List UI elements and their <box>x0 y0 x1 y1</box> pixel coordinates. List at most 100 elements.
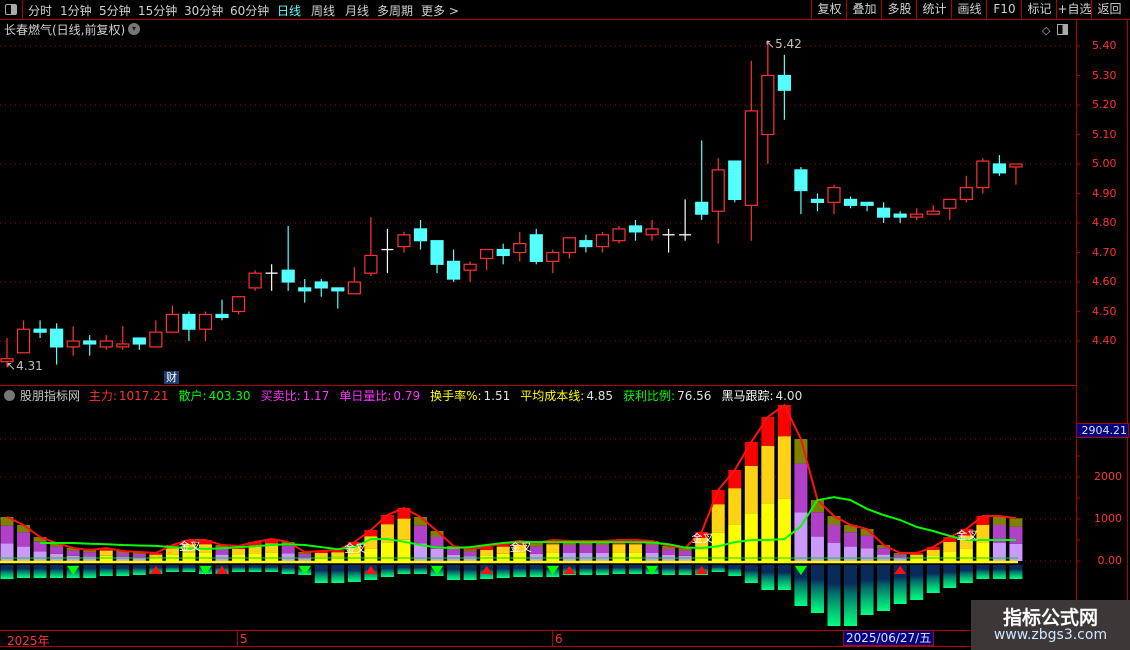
candle-body[interactable] <box>910 213 924 218</box>
candle-body[interactable] <box>595 234 610 248</box>
candle-body[interactable] <box>843 198 858 206</box>
candle-body[interactable] <box>0 358 14 363</box>
candle-body[interactable] <box>777 74 791 91</box>
candle-body[interactable] <box>215 313 229 319</box>
candle-body[interactable] <box>992 163 1007 174</box>
candle-body[interactable] <box>182 313 196 330</box>
candle-body[interactable] <box>529 234 543 262</box>
candle-body[interactable] <box>116 343 130 348</box>
toolbar-button[interactable]: 画线 <box>951 0 987 19</box>
candle-body[interactable] <box>645 228 659 236</box>
candle-body[interactable] <box>298 287 312 292</box>
candle-body[interactable] <box>198 313 213 330</box>
chevron-down-icon[interactable]: ▾ <box>128 23 140 35</box>
candle-body[interactable] <box>50 328 64 348</box>
candle-body[interactable] <box>397 234 411 248</box>
indicator-item: 平均成本线: 4.85 <box>520 389 618 403</box>
candle-body[interactable] <box>314 281 328 289</box>
candle-body[interactable] <box>612 228 626 242</box>
retail-bar <box>1009 565 1023 579</box>
period-tab[interactable]: 更多 > <box>421 4 459 18</box>
sell-signal-triangle <box>794 566 807 575</box>
candle-body[interactable] <box>231 296 246 313</box>
period-tab[interactable]: 分时 <box>28 4 53 18</box>
period-tab[interactable]: 1分钟 <box>60 4 92 18</box>
toolbar-button[interactable]: F10 <box>986 0 1022 19</box>
main-force-bar-segment <box>364 530 378 537</box>
candle-body[interactable] <box>513 243 527 254</box>
toolbar-button[interactable]: 多股 <box>881 0 917 19</box>
toolbar-button[interactable]: 复权 <box>811 0 847 19</box>
candle-body[interactable] <box>66 340 80 348</box>
candle-body[interactable] <box>446 260 461 280</box>
candle-body[interactable] <box>83 340 97 345</box>
main-force-bar-segment <box>99 550 113 556</box>
candle-body[interactable] <box>744 110 758 206</box>
panel-toggle-icon[interactable] <box>0 0 23 19</box>
candle-body[interactable] <box>430 240 444 265</box>
candle-body[interactable] <box>1009 163 1023 168</box>
chevron-down-icon[interactable] <box>4 390 15 401</box>
indicator-name[interactable]: 股朋指标网 <box>20 389 81 403</box>
period-tab[interactable]: 日线 <box>277 4 302 18</box>
candle-body[interactable] <box>480 248 494 260</box>
finance-event-badge[interactable]: 财 <box>164 371 179 384</box>
period-tab[interactable]: 周线 <box>311 4 336 18</box>
candle-body[interactable] <box>728 160 742 201</box>
candle-body[interactable] <box>877 207 891 218</box>
main-force-bar-segment <box>860 548 874 561</box>
candle-body[interactable] <box>562 237 576 254</box>
candle-body[interactable] <box>16 328 31 354</box>
candle-body[interactable] <box>149 331 163 348</box>
candle-body[interactable] <box>248 272 262 289</box>
toolbar-button[interactable]: 叠加 <box>846 0 882 19</box>
toolbar-button[interactable]: 标记 <box>1021 0 1057 19</box>
candle-body[interactable] <box>860 201 874 206</box>
candle-body[interactable] <box>827 187 841 203</box>
candle-body[interactable] <box>976 160 990 189</box>
toolbar-button[interactable]: +自选 <box>1056 0 1092 19</box>
period-tab[interactable]: 60分钟 <box>230 4 270 18</box>
period-tab[interactable]: 15分钟 <box>138 4 178 18</box>
main-force-bar-segment <box>976 543 990 561</box>
panel-toggle-icon[interactable] <box>1056 24 1068 35</box>
highlight-value: 2904.21 <box>1076 423 1129 438</box>
candle-body[interactable] <box>546 251 560 262</box>
candle-body[interactable] <box>99 340 113 348</box>
candle-body[interactable] <box>132 337 146 345</box>
toolbar-button[interactable]: 统计 <box>916 0 952 19</box>
indicator-item: 换手率%: 1.51 <box>430 389 515 403</box>
period-tab[interactable]: 5分钟 <box>99 4 131 18</box>
candle-body[interactable] <box>281 269 295 283</box>
candle-body[interactable] <box>463 263 477 271</box>
candle-body[interactable] <box>33 328 47 333</box>
toolbar-button[interactable]: 返回 <box>1091 0 1127 19</box>
candle-body[interactable] <box>347 281 361 295</box>
candle-body[interactable] <box>628 225 643 233</box>
period-tab[interactable]: 月线 <box>345 4 370 18</box>
candle-body[interactable] <box>331 287 345 292</box>
candle-body[interactable] <box>959 187 973 201</box>
period-tab[interactable]: 30分钟 <box>184 4 224 18</box>
candle-body[interactable] <box>711 169 725 212</box>
diamond-icon[interactable]: ◇ <box>1042 24 1068 37</box>
candle-body[interactable] <box>926 210 940 215</box>
retail-bar <box>827 565 841 627</box>
candle-body[interactable] <box>165 313 179 333</box>
indicator-item: 单日量比: 0.79 <box>339 389 425 403</box>
main-force-bar-segment <box>529 546 543 554</box>
candle-body[interactable] <box>364 254 378 274</box>
candle-body[interactable] <box>794 169 808 192</box>
candle-body[interactable] <box>943 198 957 209</box>
candle-body[interactable] <box>893 213 907 218</box>
high-price-label: ↖5.42 <box>765 37 802 51</box>
candle-body[interactable] <box>761 74 775 136</box>
candle-body[interactable] <box>496 248 510 257</box>
candle-body[interactable] <box>579 240 593 248</box>
cursor-date: 2025/06/27/五 <box>843 630 935 646</box>
candle-body[interactable] <box>413 228 428 242</box>
candle-body[interactable] <box>810 198 825 203</box>
candle-body[interactable] <box>695 201 709 215</box>
period-tab[interactable]: 多周期 <box>377 4 414 18</box>
